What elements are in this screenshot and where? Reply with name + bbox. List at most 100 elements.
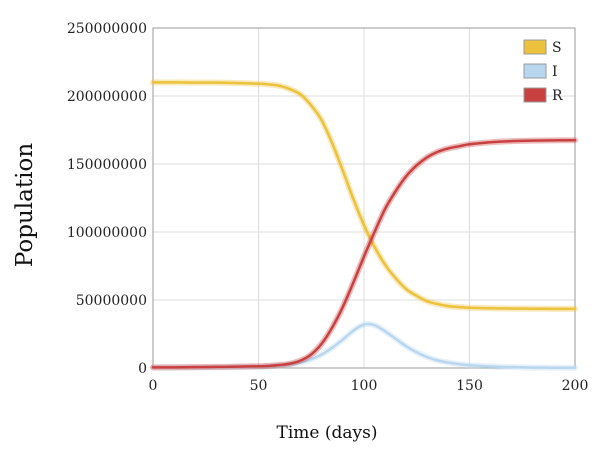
series-r-point-4 bbox=[236, 365, 238, 367]
series-s-point-26 bbox=[489, 307, 491, 309]
series-r-point-0 bbox=[152, 366, 154, 368]
series-s-point-23 bbox=[447, 305, 449, 307]
series-s-point-12 bbox=[331, 142, 333, 144]
series-r-point-2 bbox=[194, 366, 196, 368]
y-tick-label-1: 50000000 bbox=[76, 293, 147, 309]
series-i-point-15 bbox=[363, 323, 365, 325]
series-r-point-6 bbox=[268, 365, 270, 367]
series-r-point-3 bbox=[215, 366, 217, 368]
series-i-point-17 bbox=[384, 330, 386, 332]
series-i-point-26 bbox=[489, 365, 491, 367]
series-i-point-30 bbox=[574, 367, 576, 369]
x-axis-title: Time (days) bbox=[277, 423, 378, 443]
series-i-point-25 bbox=[468, 364, 470, 366]
series-s-point-20 bbox=[416, 295, 418, 297]
series-s-point-0 bbox=[152, 81, 154, 83]
series-s-point-14 bbox=[352, 198, 354, 200]
series-i-point-19 bbox=[405, 345, 407, 347]
series-r-point-27 bbox=[511, 140, 513, 142]
x-tick-label-0: 0 bbox=[149, 378, 158, 394]
legend: SIR bbox=[523, 39, 563, 104]
series-i-point-29 bbox=[553, 367, 555, 369]
series-s-point-4 bbox=[236, 82, 238, 84]
series-r-point-24 bbox=[458, 145, 460, 147]
series-i-point-18 bbox=[394, 338, 396, 340]
series-r-point-1 bbox=[173, 366, 175, 368]
series-s-point-11 bbox=[321, 119, 323, 121]
series-layer bbox=[150, 79, 578, 371]
y-axis-title: Population bbox=[12, 143, 38, 267]
series-s-point-19 bbox=[405, 288, 407, 290]
series-r-point-11 bbox=[321, 342, 323, 344]
series-i-point-21 bbox=[426, 356, 428, 358]
series-i-point-12 bbox=[331, 346, 333, 348]
series-r-point-26 bbox=[489, 141, 491, 143]
legend-label-r: R bbox=[552, 88, 563, 104]
series-r-point-13 bbox=[342, 306, 344, 308]
series-r-point-28 bbox=[532, 139, 534, 141]
series-s-point-10 bbox=[310, 104, 312, 106]
series-s-point-8 bbox=[289, 88, 291, 90]
series-r-point-25 bbox=[468, 143, 470, 145]
series-i-point-27 bbox=[511, 366, 513, 368]
series-r-point-20 bbox=[416, 164, 418, 166]
series-i-point-28 bbox=[532, 366, 534, 368]
series-s-point-5 bbox=[257, 83, 259, 85]
y-tick-label-2: 100000000 bbox=[67, 225, 147, 241]
legend-label-i: I bbox=[552, 64, 558, 80]
series-s-point-13 bbox=[342, 170, 344, 172]
series-s-point-7 bbox=[278, 85, 280, 87]
series-s-point-24 bbox=[458, 306, 460, 308]
legend-swatch-i bbox=[523, 63, 547, 79]
series-i-point-14 bbox=[352, 329, 354, 331]
series-s-point-30 bbox=[574, 308, 576, 310]
y-tick-label-5: 250000000 bbox=[67, 21, 147, 37]
series-i-point-22 bbox=[437, 359, 439, 361]
series-s-point-2 bbox=[194, 81, 196, 83]
series-r-line bbox=[151, 138, 577, 369]
legend-label-s: S bbox=[552, 40, 562, 56]
series-r-point-30 bbox=[574, 139, 576, 141]
x-tick-label-4: 200 bbox=[562, 378, 589, 394]
series-s-point-27 bbox=[511, 307, 513, 309]
series-i-point-24 bbox=[458, 363, 460, 365]
series-s-point-21 bbox=[426, 300, 428, 302]
series-r-point-22 bbox=[437, 151, 439, 153]
series-s-point-16 bbox=[373, 246, 375, 248]
series-r-point-8 bbox=[289, 362, 291, 364]
series-s-point-22 bbox=[437, 303, 439, 305]
series-s-point-29 bbox=[553, 308, 555, 310]
series-s-point-25 bbox=[468, 307, 470, 309]
series-r-point-14 bbox=[352, 281, 354, 283]
series-s-point-28 bbox=[532, 308, 534, 310]
series-i-point-11 bbox=[321, 353, 323, 355]
series-r-point-5 bbox=[257, 365, 259, 367]
series-r-point-12 bbox=[331, 326, 333, 328]
series-r-point-10 bbox=[310, 353, 312, 355]
x-tick-label-2: 100 bbox=[351, 378, 378, 394]
series-s-point-15 bbox=[363, 224, 365, 226]
series-r-point-17 bbox=[384, 208, 386, 210]
plot-area-frame bbox=[152, 27, 576, 369]
y-tick-label-4: 200000000 bbox=[67, 89, 147, 105]
series-r-point-23 bbox=[447, 147, 449, 149]
series-s-point-18 bbox=[394, 277, 396, 279]
series-s-point-3 bbox=[215, 81, 217, 83]
series-s-point-6 bbox=[268, 83, 270, 85]
series-i-point-16 bbox=[373, 324, 375, 326]
series-s-point-9 bbox=[300, 93, 302, 95]
series-r-point-29 bbox=[553, 139, 555, 141]
y-tick-label-3: 150000000 bbox=[67, 157, 147, 173]
series-r-point-18 bbox=[394, 190, 396, 192]
y-tick-label-0: 0 bbox=[138, 361, 147, 377]
grid bbox=[152, 27, 576, 369]
x-axis-ticks: 0 50 100 150 200 bbox=[149, 378, 589, 394]
series-r-point-9 bbox=[300, 359, 302, 361]
legend-swatch-r bbox=[523, 87, 547, 103]
series-i-point-23 bbox=[447, 361, 449, 363]
x-tick-label-3: 150 bbox=[456, 378, 483, 394]
legend-swatch-s bbox=[523, 39, 547, 55]
series-s-line bbox=[151, 81, 577, 311]
series-r-point-15 bbox=[363, 255, 365, 257]
